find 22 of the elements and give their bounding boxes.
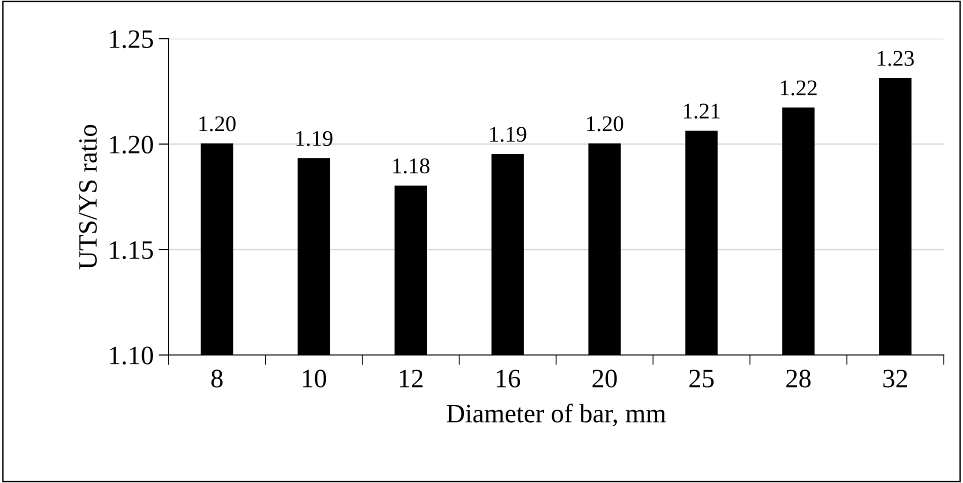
x-tick-label: 28 bbox=[786, 370, 811, 388]
data-label: 1.18 bbox=[393, 158, 430, 174]
y-tick-label: 1.25 bbox=[110, 30, 153, 48]
y-tick-label: 1.10 bbox=[110, 346, 153, 365]
x-tick-label: 25 bbox=[689, 370, 714, 388]
x-tick-label: 10 bbox=[303, 370, 326, 388]
y-tick-label: 1.20 bbox=[110, 136, 153, 154]
data-label: 1.19 bbox=[490, 126, 526, 142]
x-tick-label: 20 bbox=[592, 370, 617, 388]
x-tick-label: 32 bbox=[883, 370, 908, 388]
y-tick-label: 1.15 bbox=[110, 241, 153, 260]
data-label: 1.23 bbox=[878, 50, 914, 66]
x-tick-label: 8 bbox=[211, 370, 223, 388]
data-label: 1.20 bbox=[199, 116, 236, 132]
data-label: 1.19 bbox=[296, 131, 332, 146]
data-label: 1.22 bbox=[780, 80, 817, 96]
data-label: 1.20 bbox=[587, 116, 624, 132]
x-tick-label: 12 bbox=[400, 370, 423, 388]
y-axis-title: UTS/YS ratio bbox=[79, 124, 97, 270]
data-label: 1.21 bbox=[684, 104, 720, 119]
x-axis-title: Diameter of bar, mm bbox=[446, 404, 666, 426]
x-tick-label: 16 bbox=[496, 370, 520, 388]
